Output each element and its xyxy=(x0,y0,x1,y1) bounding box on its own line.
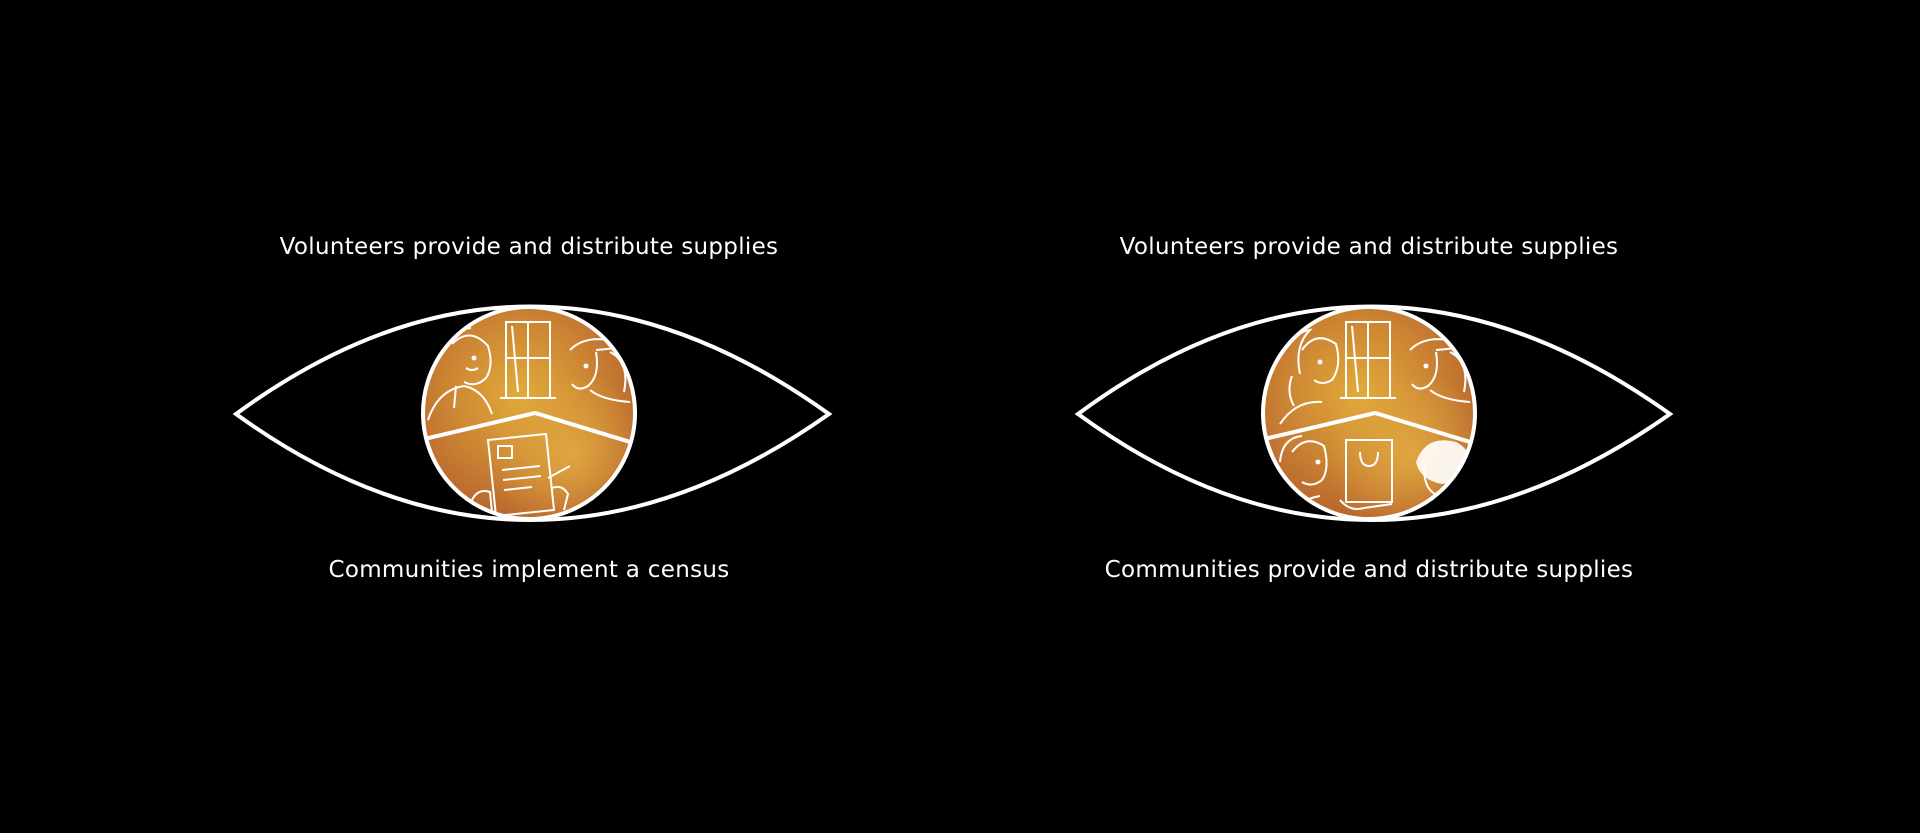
eye-right-bottom-label: Communities provide and distribute suppl… xyxy=(1104,557,1634,583)
eye-panel-right: Volunteers provide and distribute suppli… xyxy=(840,0,1800,833)
iris xyxy=(1263,307,1475,519)
shopping-bag-icon xyxy=(1339,439,1393,510)
window-icon xyxy=(1340,321,1396,399)
window-icon xyxy=(500,321,556,399)
woman-with-phone-icon xyxy=(1279,328,1340,425)
iris-outline xyxy=(1261,305,1477,521)
iris-divider xyxy=(423,410,635,447)
eye-panel-left: Volunteers provide and distribute suppli… xyxy=(232,234,833,583)
eye-outline xyxy=(1074,304,1674,522)
eye-outline xyxy=(232,304,833,522)
iris xyxy=(423,307,635,519)
eye-left-top-label: Volunteers provide and distribute suppli… xyxy=(279,234,779,260)
eye-left-graphic xyxy=(232,304,833,522)
iris-outline xyxy=(421,305,637,521)
eye-left-bottom-label: Communities implement a census xyxy=(328,557,730,583)
eye-right-top-label: Volunteers provide and distribute suppli… xyxy=(1119,234,1619,260)
iris-divider xyxy=(1263,410,1475,447)
eye-right-graphic xyxy=(1074,304,1674,522)
